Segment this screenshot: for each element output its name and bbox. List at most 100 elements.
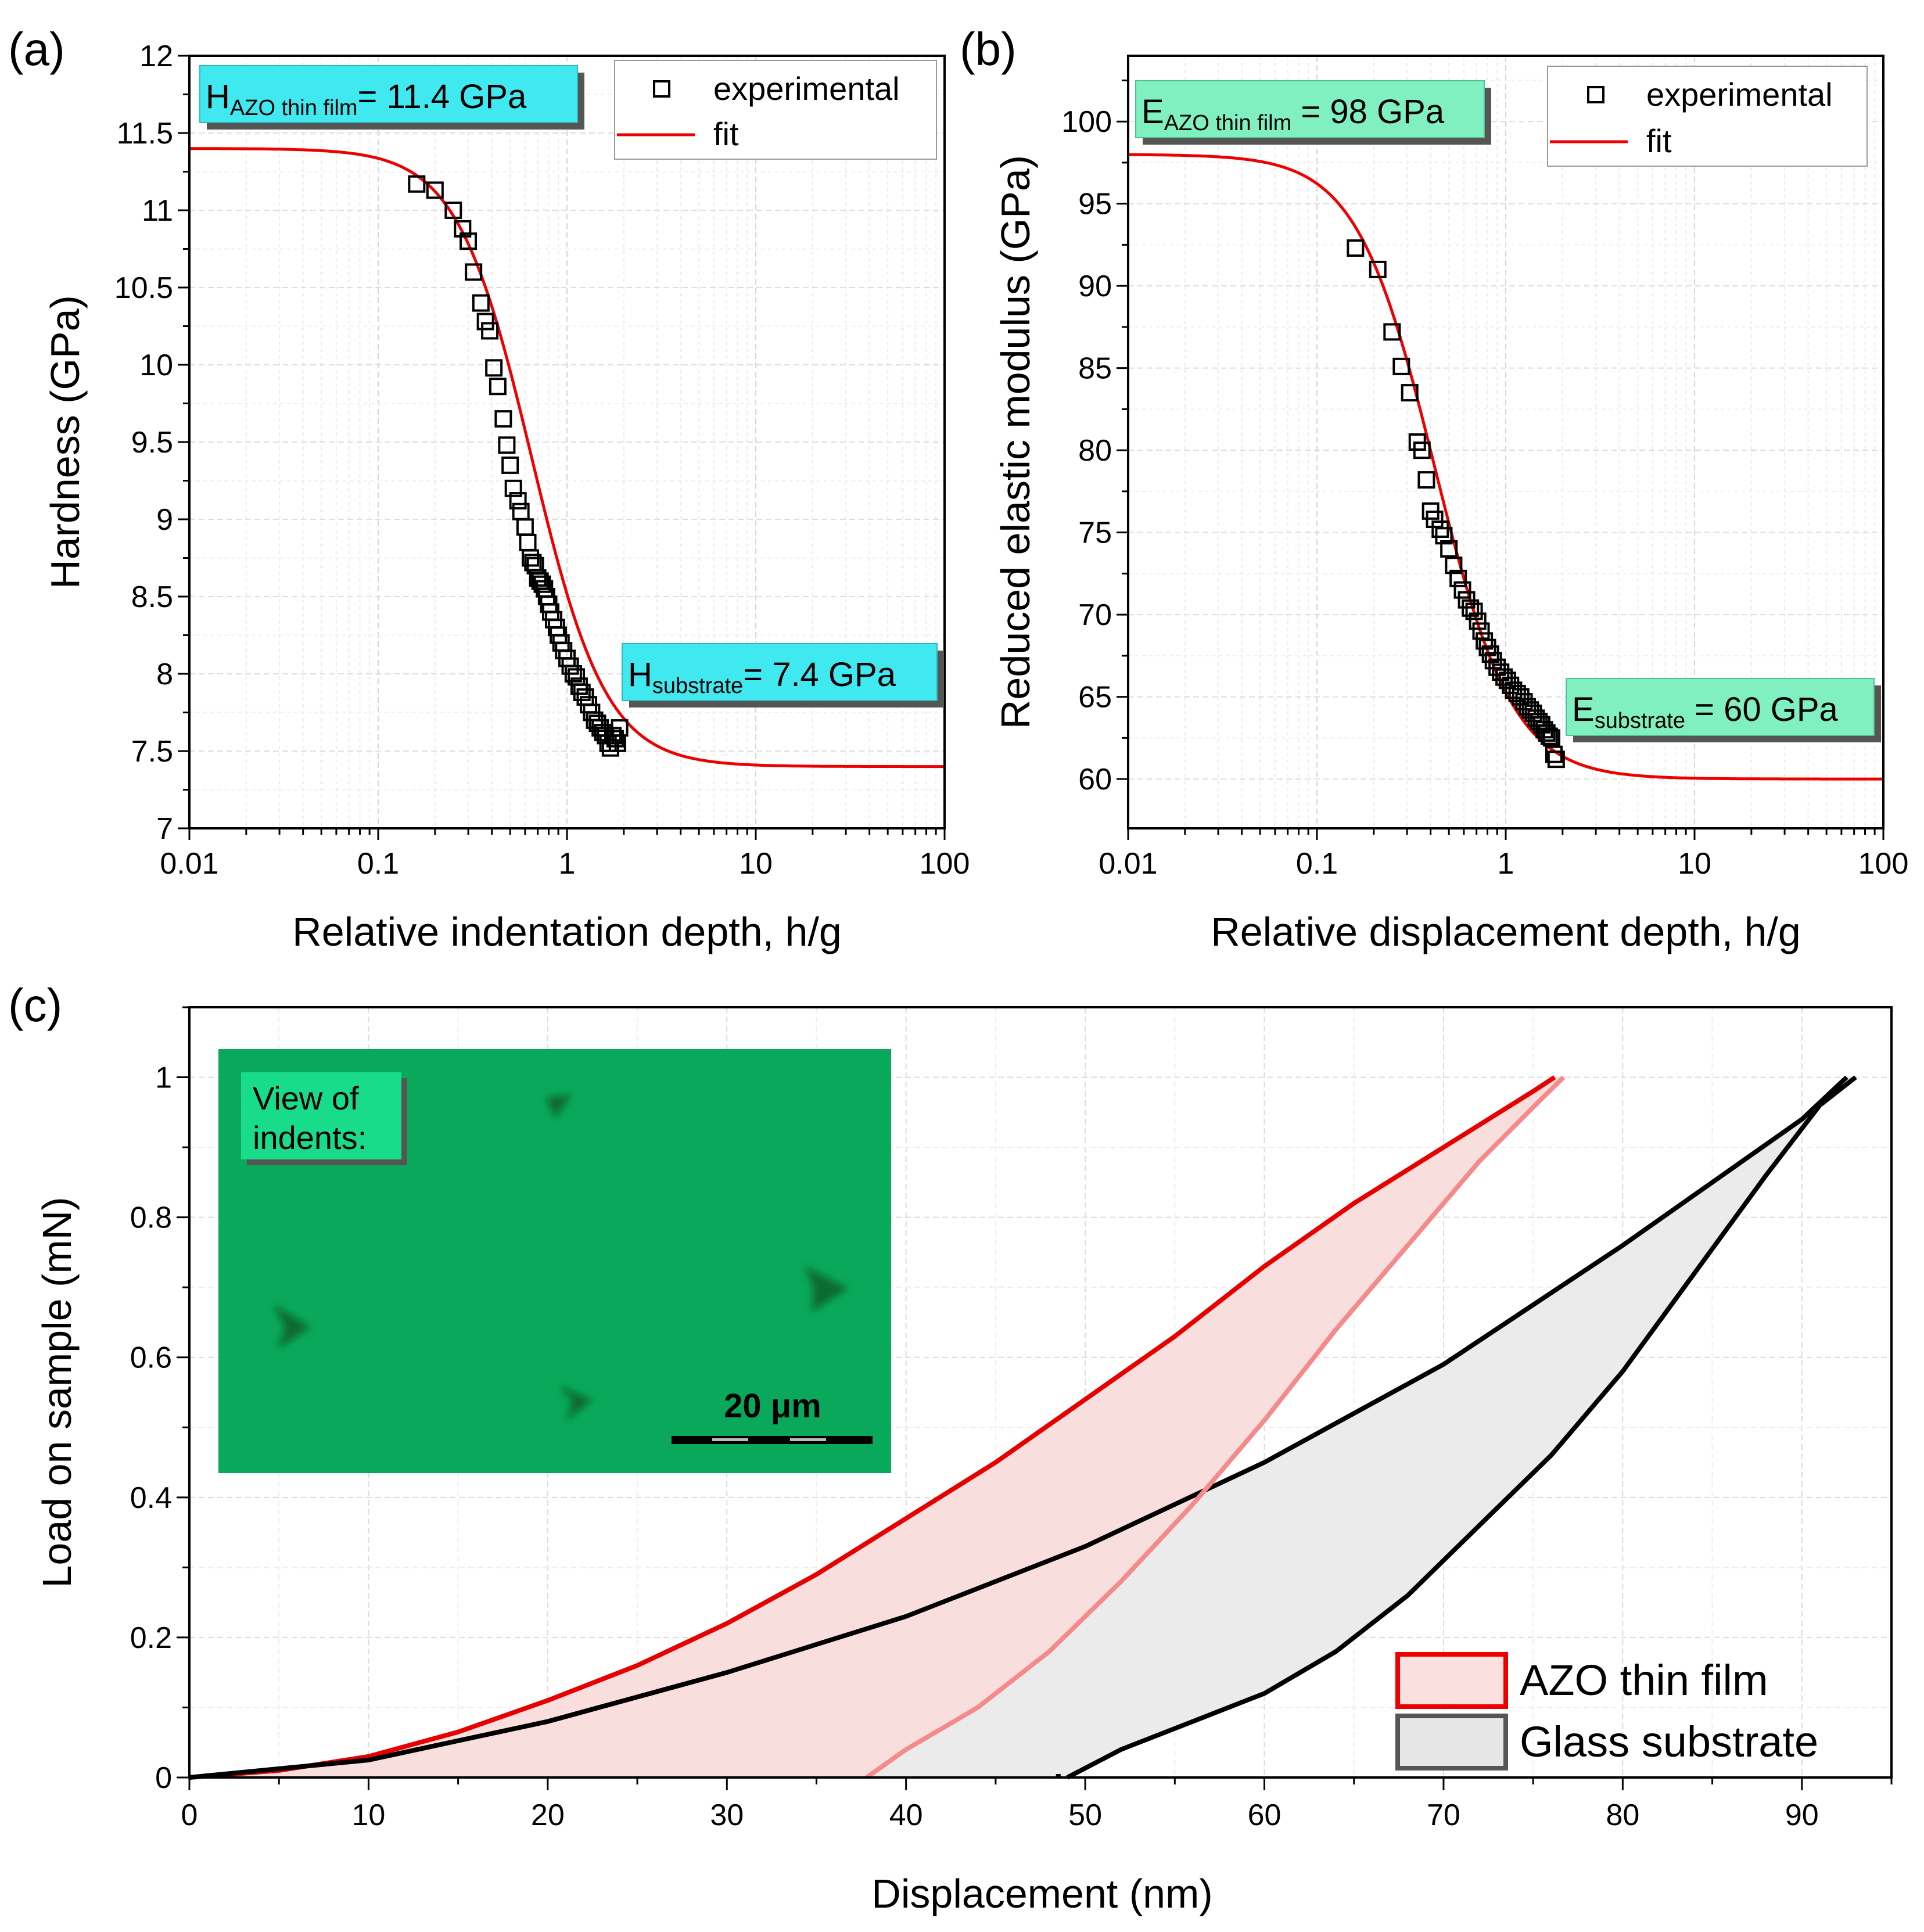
a-ytick-label: 9	[156, 503, 173, 537]
inset-label-line1: View of	[253, 1080, 359, 1116]
b-data-point	[1465, 602, 1483, 620]
b-annotation-film: EAZO thin film = 98 GPa	[1135, 80, 1491, 145]
panel-a-hardness: (a) 0.01 0.1 1 10 100 7 7.5 8 8.5 9 9.5 10 10.5 11 11.…	[8, 23, 970, 954]
b-data-point	[1426, 511, 1444, 528]
a-data-point	[444, 202, 462, 219]
b-legend-box	[1547, 66, 1868, 167]
a-data-point	[611, 719, 629, 737]
b-legend-fit: fit	[1646, 123, 1672, 159]
panel-c-load-displacement: (c) 0 10 20 30 40 50 60 70 80 90 0 0.2 0.4 0.6 0.8 1 Di…	[8, 979, 1893, 1916]
indent-mark-icon	[558, 1385, 593, 1420]
b-legend: experimental fit	[1547, 66, 1868, 167]
b-data-point	[1449, 569, 1467, 587]
b-data-point	[1538, 724, 1556, 742]
c-azo-unloading-line	[865, 1075, 1566, 1780]
panel-b-modulus: (b) 0.01 0.1 1 10 100 60 65 70 75 80 85 90 95 100 Rel…	[960, 23, 1908, 954]
c-legend-glass-swatch	[1395, 1714, 1508, 1771]
a-ytick-label: 8	[156, 658, 173, 691]
c-inset-micrograph: View of indents: 20 μm	[218, 1049, 891, 1473]
c-xtick-label: 90	[1785, 1798, 1819, 1832]
a-data-point	[465, 263, 483, 281]
a-ytick-label: 8.5	[131, 580, 173, 614]
a-data-point	[564, 665, 582, 683]
a-ann-sub-box	[622, 643, 938, 701]
scalebar	[672, 1436, 873, 1444]
b-ytick-label: 75	[1078, 516, 1112, 550]
a-xtick-label: 1	[559, 847, 576, 881]
b-data-point	[1542, 729, 1560, 747]
a-ann-film-text: HAZO thin film= 11.4 GPa	[206, 78, 527, 120]
c-xtick-label: 70	[1427, 1798, 1460, 1832]
b-annotation-substrate: Esubstrate = 60 GPa	[1566, 678, 1881, 742]
a-data-point	[481, 322, 499, 340]
b-experimental-points	[1347, 239, 1565, 769]
a-legend-box	[614, 60, 937, 160]
c-ytick-label: 0.6	[130, 1341, 172, 1375]
b-data-point	[1347, 239, 1365, 257]
c-legend-azo: AZO thin film	[1520, 1656, 1768, 1704]
b-ytick-label: 95	[1078, 188, 1112, 221]
b-data-point	[1383, 323, 1401, 341]
c-xtick-label: 30	[710, 1798, 744, 1832]
a-ytick-label: 9.5	[131, 426, 173, 459]
b-legend-experimental: experimental	[1646, 76, 1833, 113]
b-ytick-label: 85	[1078, 352, 1112, 386]
a-ytick-label: 11	[142, 194, 173, 228]
a-data-point	[498, 436, 516, 454]
panel-a-label: (a)	[8, 23, 65, 75]
c-ytick-label: 0.2	[130, 1621, 172, 1655]
c-axis-ticks: 0 10 20 30 40 50 60 70 80 90 0 0.2 0.4 0.6 0.8 1	[130, 1006, 1893, 1832]
scalebar-highlight	[712, 1438, 748, 1441]
a-ytick-label: 12	[139, 39, 173, 73]
a-ytick-label: 7.5	[131, 735, 173, 769]
b-xtick-label: 0.01	[1099, 847, 1157, 881]
c-glass-loading-overlay	[189, 1670, 728, 1780]
c-legend: AZO thin film Glass substrate	[1395, 1652, 1818, 1771]
indent-mark-icon	[273, 1304, 311, 1349]
a-data-point	[494, 410, 512, 428]
b-ytick-label: 90	[1078, 270, 1112, 303]
a-data-point	[485, 359, 503, 377]
a-xaxis-title: Relative indentation depth, h/g	[292, 909, 842, 954]
a-annotation-film: HAZO thin film= 11.4 GPa	[199, 65, 584, 130]
c-curves	[189, 1075, 1857, 1780]
a-ytick-label: 10	[139, 349, 173, 382]
b-data-point	[1413, 441, 1431, 459]
a-ann-film-box	[199, 65, 578, 123]
panel-c-label: (c)	[8, 979, 62, 1031]
a-data-point	[460, 232, 478, 250]
b-data-point	[1369, 260, 1387, 278]
c-xtick-label: 50	[1068, 1798, 1102, 1832]
inset-label-box	[241, 1072, 401, 1159]
c-ytick-label: 0.4	[130, 1481, 172, 1515]
a-data-point	[476, 313, 494, 331]
c-xtick-label: 40	[889, 1798, 923, 1832]
a-ytick-label: 11.5	[117, 117, 173, 150]
c-xaxis-title: Displacement (nm)	[871, 1871, 1212, 1916]
a-legend: experimental fit	[614, 60, 937, 160]
c-legend-glass: Glass substrate	[1520, 1718, 1818, 1766]
a-data-point	[426, 181, 444, 199]
c-xtick-label: 10	[351, 1798, 385, 1832]
c-xtick-label: 80	[1606, 1798, 1639, 1832]
b-data-point	[1545, 745, 1563, 763]
b-xaxis-title: Relative displacement depth, h/g	[1211, 909, 1801, 954]
a-data-point	[606, 730, 624, 748]
c-xtick-label: 60	[1248, 1798, 1282, 1832]
a-data-point	[570, 677, 588, 695]
b-ytick-label: 80	[1078, 434, 1112, 468]
indent-mark-icon	[546, 1094, 572, 1118]
a-data-point	[519, 533, 537, 551]
a-legend-fit: fit	[713, 116, 739, 152]
b-data-point	[1435, 527, 1453, 545]
c-ytick-label: 0.8	[130, 1201, 172, 1235]
b-data-point	[1392, 357, 1410, 375]
b-ytick-label: 65	[1078, 681, 1112, 714]
b-ytick-label: 70	[1078, 598, 1112, 632]
a-data-point	[454, 220, 472, 238]
a-data-point	[501, 456, 519, 474]
b-xtick-label: 100	[1858, 847, 1909, 881]
c-glass-unloading-line	[1066, 1075, 1857, 1780]
b-data-point	[1498, 671, 1516, 690]
a-ytick-label: 10.5	[114, 271, 173, 305]
